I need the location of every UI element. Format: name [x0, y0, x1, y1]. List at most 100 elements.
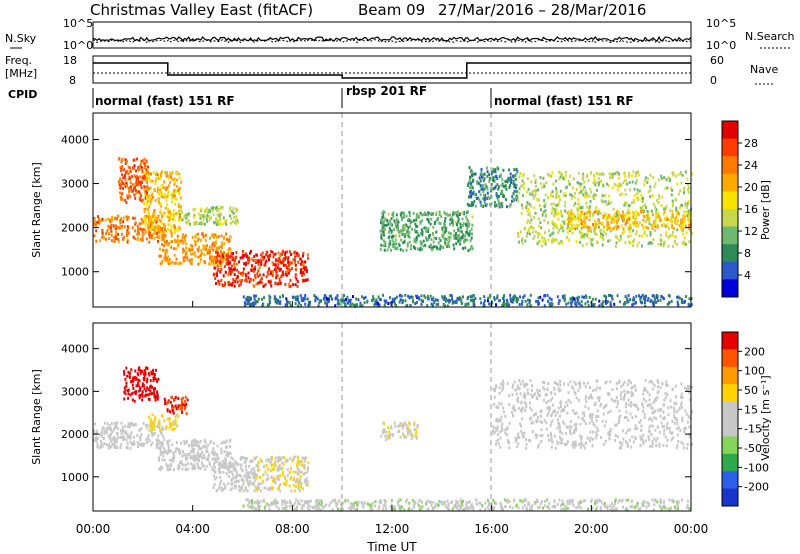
echo-cell: [566, 211, 569, 215]
echo-cell: [153, 211, 156, 215]
echo-cell: [127, 165, 130, 169]
echo-cell: [469, 175, 471, 179]
echo-cell: [123, 372, 126, 376]
echo-cell: [531, 190, 534, 194]
echo-cell: [146, 170, 149, 174]
echo-cell: [263, 296, 266, 300]
echo-cell: [169, 410, 172, 414]
echo-cell: [626, 300, 629, 304]
echo-cell: [297, 304, 300, 308]
echo-cell: [305, 479, 308, 483]
echo-cell: [324, 300, 327, 304]
echo-cell: [564, 209, 567, 213]
echo-cell: [581, 295, 584, 299]
echo-cell: [222, 255, 225, 259]
echo-cell: [117, 157, 120, 161]
echo-cell: [660, 174, 663, 178]
echo-cell: [508, 178, 511, 182]
echo-cell: [186, 256, 189, 260]
echo-cell: [136, 176, 139, 180]
echo-cell: [408, 219, 411, 223]
echo-cell: [268, 254, 271, 257]
echo-cell: [219, 462, 222, 466]
echo-cell: [494, 170, 497, 174]
echo-cell: [407, 226, 410, 229]
echo-cell: [184, 234, 187, 238]
echo-cell: [133, 399, 136, 403]
echo-cell: [608, 430, 611, 434]
echo-cell: [145, 160, 148, 164]
echo-cell: [688, 297, 691, 301]
echo-cell: [419, 246, 422, 250]
echo-cell: [541, 380, 544, 384]
echo-cell: [153, 373, 156, 376]
echo-cell: [522, 406, 525, 410]
echo-cell: [213, 483, 216, 486]
echo-cell: [278, 277, 281, 281]
echo-cell: [679, 429, 682, 432]
echo-cell: [131, 383, 134, 387]
echo-cell: [632, 440, 635, 444]
echo-cell: [112, 428, 115, 432]
echo-cell: [469, 247, 472, 251]
echo-cell: [667, 244, 670, 248]
echo-cell: [105, 232, 108, 236]
echo-cell: [655, 398, 658, 402]
echo-cell: [603, 294, 606, 298]
echo-cell: [249, 476, 251, 480]
echo-cell: [530, 218, 533, 222]
echo-cell: [557, 231, 560, 235]
echo-cell: [633, 298, 636, 302]
echo-cell: [261, 255, 264, 259]
echo-cell: [396, 247, 399, 251]
echo-cell: [139, 386, 142, 390]
echo-cell: [664, 224, 667, 228]
echo-cell: [168, 181, 171, 184]
echo-cell: [644, 296, 647, 300]
echo-cell: [247, 482, 250, 486]
echo-cell: [143, 161, 146, 165]
echo-cell: [262, 257, 265, 261]
echo-cell: [164, 228, 166, 232]
echo-cell: [408, 422, 411, 426]
echo-cell: [583, 180, 586, 184]
echo-cell: [563, 294, 566, 298]
echo-cell: [129, 434, 132, 438]
echo-cell: [555, 188, 558, 192]
echo-cell: [143, 188, 146, 192]
echo-cell: [249, 251, 251, 255]
echo-cell: [609, 380, 612, 384]
echo-cell: [507, 176, 510, 180]
echo-cell: [282, 462, 285, 466]
echo-cell: [651, 213, 654, 217]
echo-cell: [513, 185, 516, 189]
echo-cell: [688, 186, 690, 190]
echo-cell: [595, 233, 598, 236]
echo-cell: [171, 458, 174, 462]
echo-cell: [117, 214, 120, 218]
echo-cell: [611, 388, 614, 391]
noise-right-tick-top: 10^5: [706, 17, 736, 30]
echo-cell: [136, 224, 139, 228]
echo-cell: [612, 227, 614, 231]
echo-cell: [110, 239, 113, 243]
echo-cell: [198, 237, 201, 241]
echo-cell: [164, 249, 167, 253]
echo-cell: [569, 174, 572, 178]
echo-cell: [470, 193, 473, 196]
echo-cell: [671, 225, 674, 229]
echo-cell: [145, 366, 147, 370]
echo-cell: [244, 278, 247, 282]
echo-cell: [220, 447, 223, 451]
echo-cell: [473, 172, 476, 176]
echo-cell: [113, 421, 116, 425]
echo-cell: [150, 194, 153, 198]
echo-cell: [481, 204, 484, 208]
echo-cell: [642, 409, 645, 413]
echo-cell: [553, 214, 556, 218]
echo-cell: [632, 229, 635, 233]
echo-cell: [655, 208, 658, 212]
echo-cell: [637, 170, 640, 174]
echo-cell: [581, 411, 584, 415]
echo-cell: [651, 411, 654, 415]
